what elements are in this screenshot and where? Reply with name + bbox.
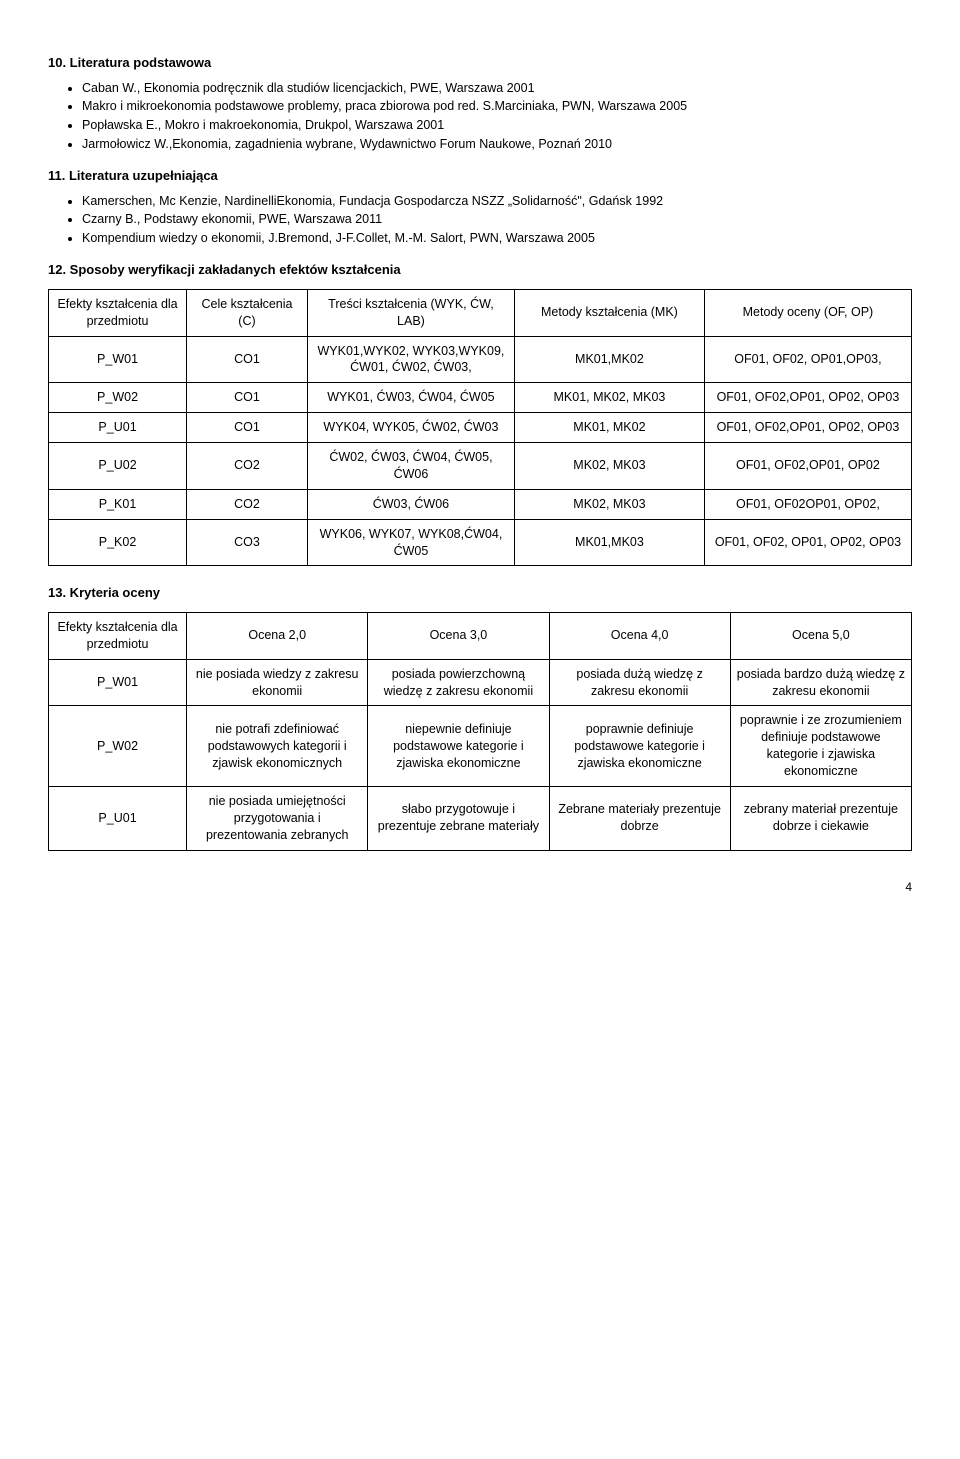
table-cell: WYK01, ĆW03, ĆW04, ĆW05 [307,383,514,413]
page-number: 4 [48,879,912,895]
table-cell: Zebrane materiały prezentuje dobrze [549,786,730,850]
table-row: P_U02 CO2 ĆW02, ĆW03, ĆW04, ĆW05, ĆW06 M… [49,443,912,490]
table-cell: P_U01 [49,786,187,850]
table-cell: P_U01 [49,413,187,443]
table-cell: ĆW02, ĆW03, ĆW04, ĆW05, ĆW06 [307,443,514,490]
criteria-table: Efekty kształcenia dla przedmiotu Ocena … [48,612,912,851]
table-cell: OF01, OF02, OP01, OP02, OP03 [704,519,911,566]
table-cell: posiada powierzchowną wiedzę z zakresu e… [368,659,549,706]
table-cell: nie potrafi zdefiniować podstawowych kat… [187,706,368,787]
table-header: Treści kształcenia (WYK, ĆW, LAB) [307,289,514,336]
table-row: P_U01 CO1 WYK04, WYK05, ĆW02, ĆW03 MK01,… [49,413,912,443]
table-cell: P_K02 [49,519,187,566]
table-cell: P_W02 [49,383,187,413]
section-11-title: 11. Literatura uzupełniająca [48,167,912,185]
table-header: Ocena 5,0 [730,612,911,659]
table-cell: MK02, MK03 [515,489,705,519]
table-cell: P_W01 [49,659,187,706]
list-item: Kamerschen, Mc Kenzie, NardinelliEkonomi… [82,193,912,210]
table-header: Cele kształcenia (C) [187,289,308,336]
table-row: P_K02 CO3 WYK06, WYK07, WYK08,ĆW04, ĆW05… [49,519,912,566]
table-header: Metody oceny (OF, OP) [704,289,911,336]
table-cell: WYK06, WYK07, WYK08,ĆW04, ĆW05 [307,519,514,566]
table-row: P_K01 CO2 ĆW03, ĆW06 MK02, MK03 OF01, OF… [49,489,912,519]
section-10-title: 10. Literatura podstawowa [48,54,912,72]
list-item: Makro i mikroekonomia podstawowe problem… [82,98,912,115]
table-cell: posiada bardzo dużą wiedzę z zakresu eko… [730,659,911,706]
table-cell: OF01, OF02OP01, OP02, [704,489,911,519]
table-cell: poprawnie i ze zrozumieniem definiuje po… [730,706,911,787]
list-item: Caban W., Ekonomia podręcznik dla studió… [82,80,912,97]
table-cell: nie posiada wiedzy z zakresu ekonomii [187,659,368,706]
table-cell: posiada dużą wiedzę z zakresu ekonomii [549,659,730,706]
table-cell: OF01, OF02,OP01, OP02, OP03 [704,383,911,413]
section-12-title: 12. Sposoby weryfikacji zakładanych efek… [48,261,912,279]
list-item: Kompendium wiedzy o ekonomii, J.Bremond,… [82,230,912,247]
table-cell: OF01, OF02, OP01,OP03, [704,336,911,383]
table-header: Metody kształcenia (MK) [515,289,705,336]
table-header: Ocena 2,0 [187,612,368,659]
table-cell: OF01, OF02,OP01, OP02 [704,443,911,490]
section-13-title: 13. Kryteria oceny [48,584,912,602]
table-cell: CO1 [187,383,308,413]
table-cell: WYK04, WYK05, ĆW02, ĆW03 [307,413,514,443]
table-header: Efekty kształcenia dla przedmiotu [49,289,187,336]
table-cell: ĆW03, ĆW06 [307,489,514,519]
table-row: P_W02 nie potrafi zdefiniować podstawowy… [49,706,912,787]
table-cell: MK01,MK03 [515,519,705,566]
table-cell: WYK01,WYK02, WYK03,WYK09, ĆW01, ĆW02, ĆW… [307,336,514,383]
table-row: P_W01 CO1 WYK01,WYK02, WYK03,WYK09, ĆW01… [49,336,912,383]
table-header-row: Efekty kształcenia dla przedmiotu Cele k… [49,289,912,336]
table-cell: MK01, MK02, MK03 [515,383,705,413]
table-cell: zebrany materiał prezentuje dobrze i cie… [730,786,911,850]
table-cell: P_U02 [49,443,187,490]
table-row: P_W02 CO1 WYK01, ĆW03, ĆW04, ĆW05 MK01, … [49,383,912,413]
table-cell: CO2 [187,489,308,519]
table-header: Ocena 3,0 [368,612,549,659]
table-cell: MK01,MK02 [515,336,705,383]
verification-table: Efekty kształcenia dla przedmiotu Cele k… [48,289,912,567]
table-cell: poprawnie definiuje podstawowe kategorie… [549,706,730,787]
table-cell: nie posiada umiejętności przygotowania i… [187,786,368,850]
table-row: P_W01 nie posiada wiedzy z zakresu ekono… [49,659,912,706]
table-cell: CO1 [187,413,308,443]
table-cell: P_W02 [49,706,187,787]
table-cell: CO1 [187,336,308,383]
table-cell: P_W01 [49,336,187,383]
table-header-row: Efekty kształcenia dla przedmiotu Ocena … [49,612,912,659]
section-10-list: Caban W., Ekonomia podręcznik dla studió… [48,80,912,154]
table-row: P_U01 nie posiada umiejętności przygotow… [49,786,912,850]
section-11-list: Kamerschen, Mc Kenzie, NardinelliEkonomi… [48,193,912,248]
list-item: Czarny B., Podstawy ekonomii, PWE, Warsz… [82,211,912,228]
table-cell: P_K01 [49,489,187,519]
table-cell: OF01, OF02,OP01, OP02, OP03 [704,413,911,443]
list-item: Jarmołowicz W.,Ekonomia, zagadnienia wyb… [82,136,912,153]
table-cell: MK01, MK02 [515,413,705,443]
table-cell: MK02, MK03 [515,443,705,490]
list-item: Popławska E., Mokro i makroekonomia, Dru… [82,117,912,134]
table-cell: CO2 [187,443,308,490]
table-cell: niepewnie definiuje podstawowe kategorie… [368,706,549,787]
table-cell: CO3 [187,519,308,566]
table-header: Ocena 4,0 [549,612,730,659]
table-header: Efekty kształcenia dla przedmiotu [49,612,187,659]
table-cell: słabo przygotowuje i prezentuje zebrane … [368,786,549,850]
